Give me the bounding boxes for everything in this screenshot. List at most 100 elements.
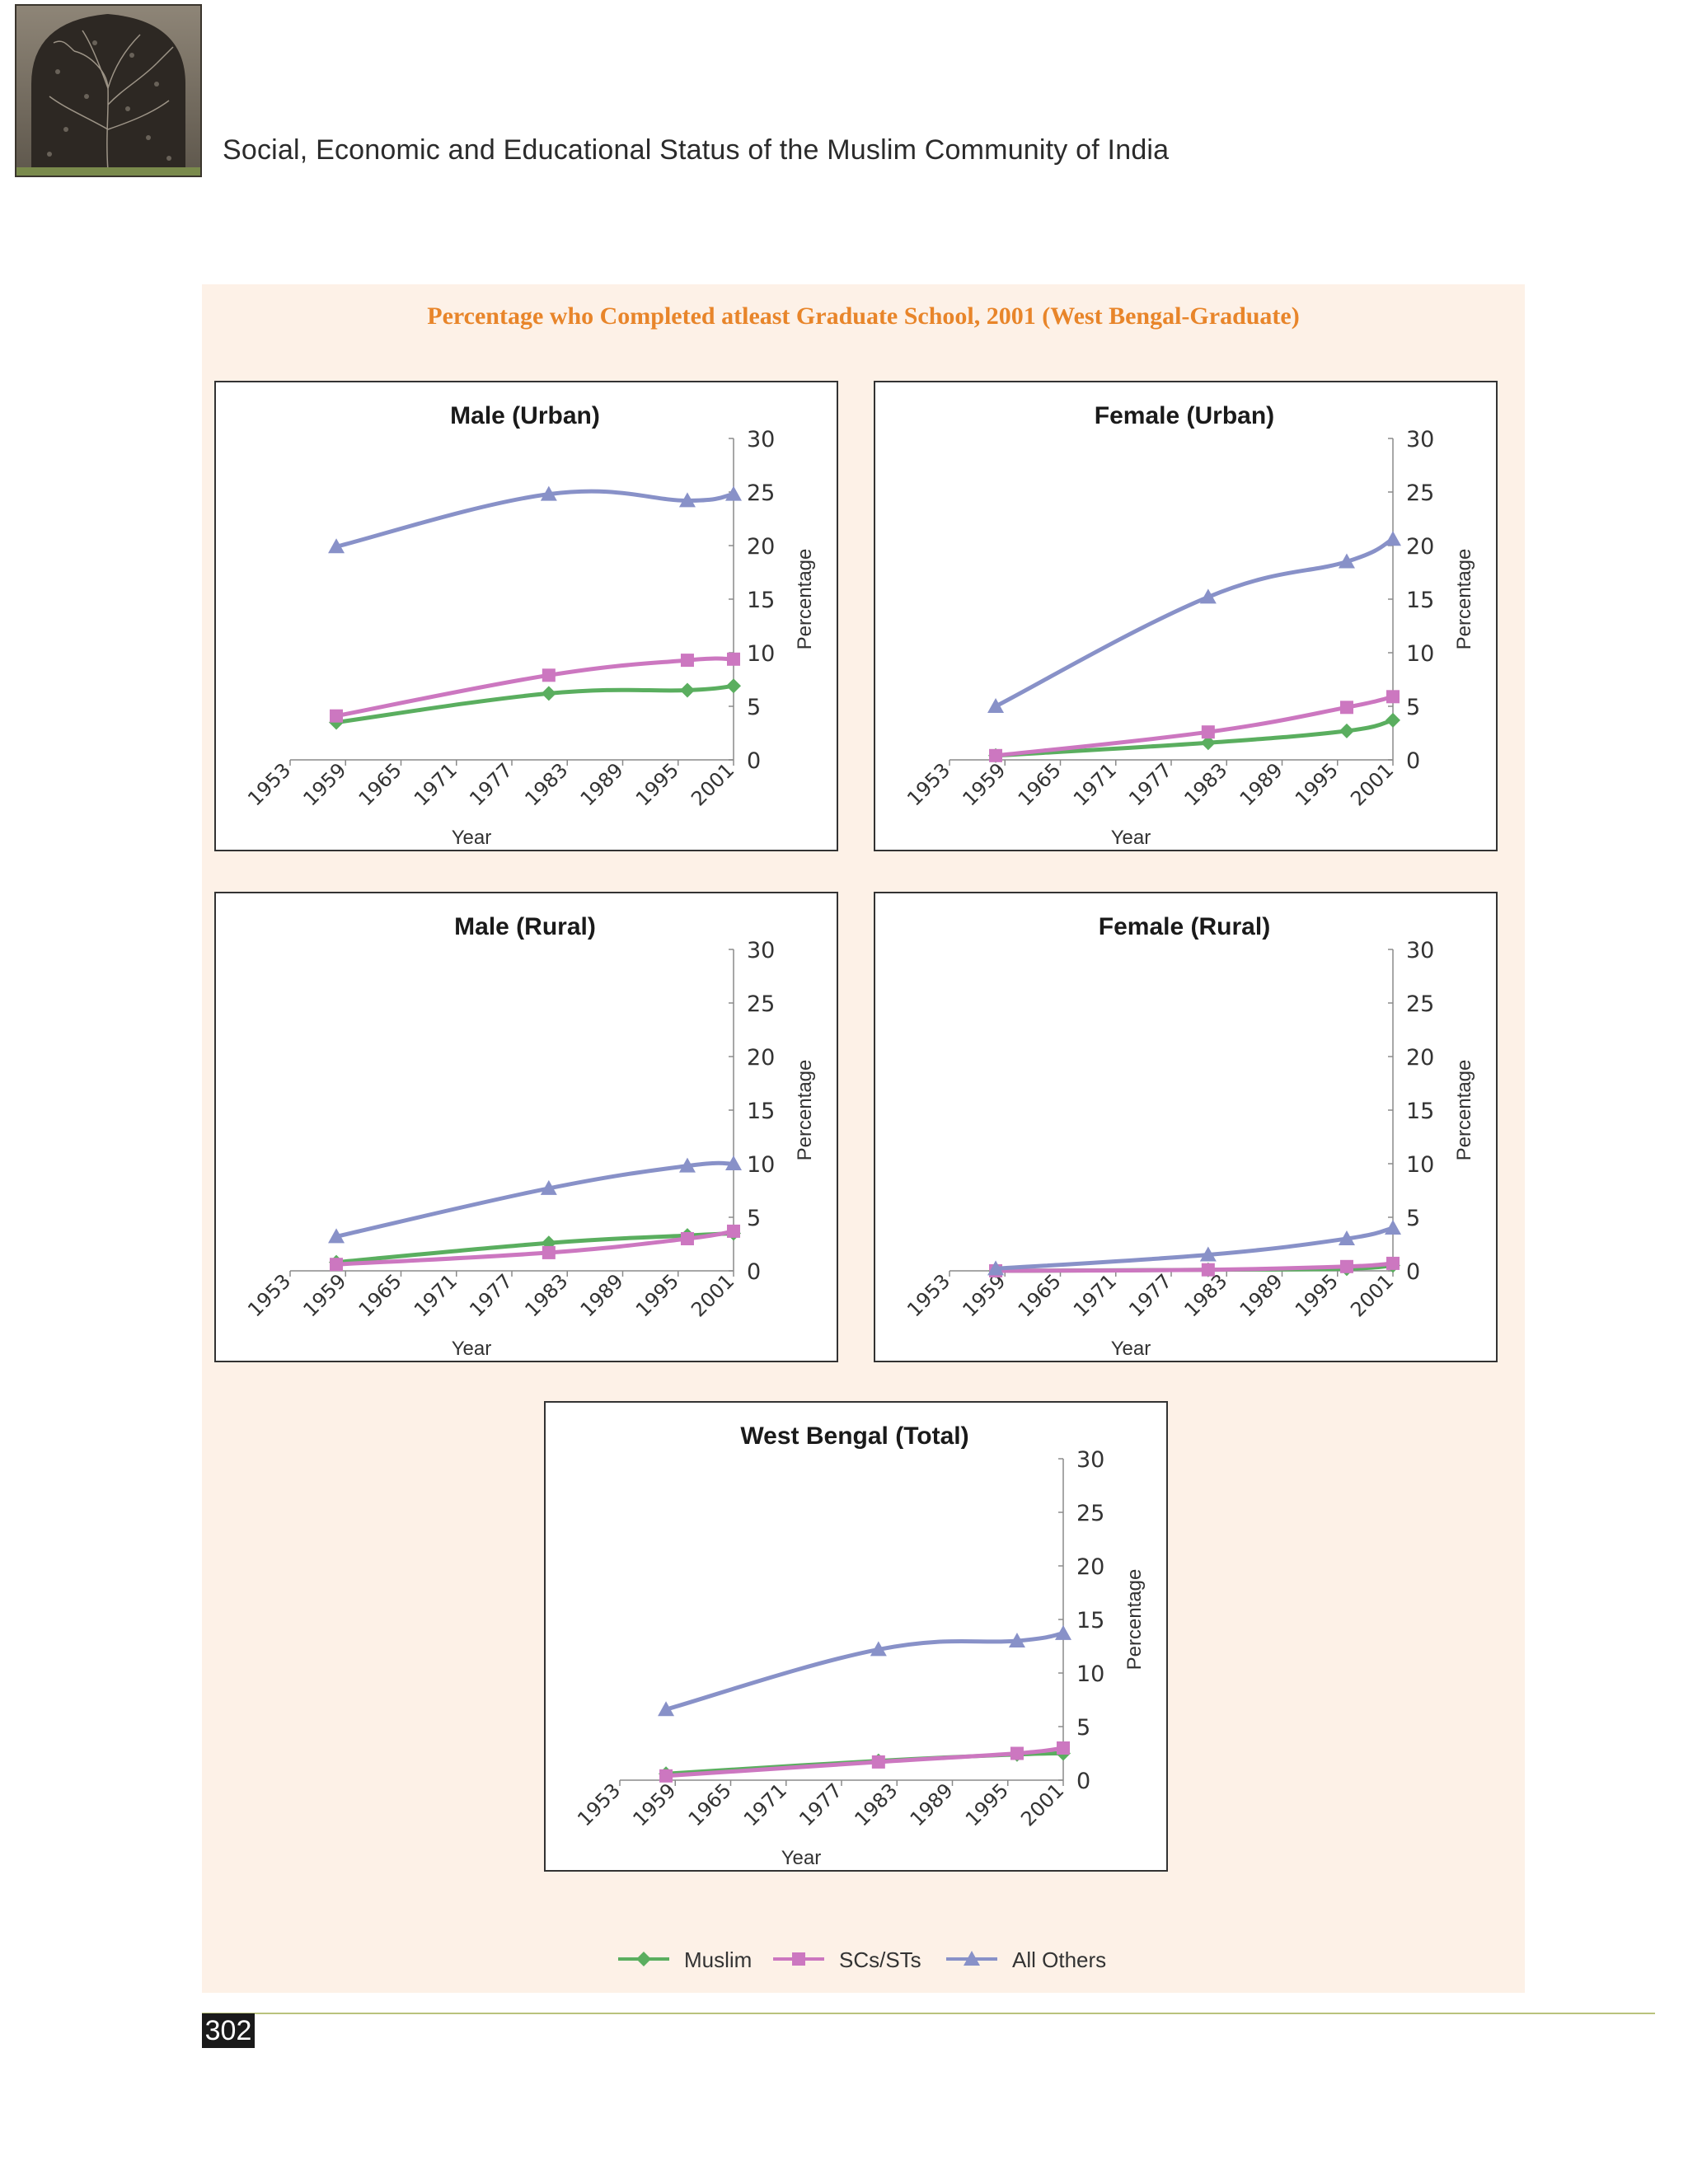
page-number: 302	[202, 2013, 255, 2048]
y-tick-label: 25	[747, 480, 775, 506]
data-point-scs-sts	[680, 654, 694, 668]
x-tick-label: 1977	[795, 1779, 846, 1830]
chart-title: Male (Urban)	[450, 402, 600, 429]
y-tick-label: 0	[1076, 1769, 1090, 1794]
legend-item-scs-sts: SCs/STs	[773, 1947, 921, 1972]
x-tick-label: 1971	[1069, 758, 1121, 810]
y-tick-label: 0	[1406, 1259, 1420, 1285]
data-point-all-others	[1008, 1633, 1025, 1647]
data-point-all-others	[328, 538, 345, 554]
y-tick-label: 10	[1406, 641, 1434, 667]
y-tick-label: 5	[1406, 1206, 1420, 1231]
data-point-all-others	[987, 698, 1005, 713]
data-point-all-others	[678, 492, 696, 508]
data-point-all-others	[1199, 1246, 1217, 1262]
jali-window-photo	[15, 4, 202, 177]
data-point-scs-sts	[330, 1258, 344, 1272]
x-tick-label: 1971	[410, 1269, 462, 1321]
data-point-scs-sts	[330, 709, 344, 723]
data-point-all-others	[1338, 1230, 1355, 1245]
chart-west-bengal-total: West Bengal (Total) 0 5 10 15 20 25 30 1953 1959 1…	[544, 1401, 1168, 1872]
footer-rule	[202, 2013, 1655, 2014]
x-tick-label: 1965	[354, 758, 406, 810]
y-tick-label: 15	[1406, 1099, 1434, 1124]
legend-marker-scs-sts	[792, 1952, 805, 1966]
series-all-others	[987, 1220, 1401, 1276]
data-point-scs-sts	[659, 1769, 673, 1783]
series-muslim	[988, 712, 1400, 763]
chart-title: Female (Rural)	[1099, 913, 1270, 940]
x-tick-label: 1953	[243, 1269, 295, 1321]
data-point-scs-sts	[1339, 701, 1353, 715]
y-tick-label: 0	[1406, 748, 1420, 774]
data-point-all-others	[725, 1155, 742, 1170]
y-tick-label: 0	[747, 748, 761, 774]
y-tick-label: 5	[1076, 1715, 1090, 1741]
data-point-scs-sts	[1386, 1256, 1400, 1270]
x-tick-label: 1965	[1014, 1269, 1066, 1321]
x-tick-label: 1959	[299, 758, 351, 810]
x-tick-label: 1983	[1180, 1269, 1232, 1321]
data-point-scs-sts	[727, 1224, 740, 1238]
data-point-all-others	[678, 1157, 696, 1173]
data-point-all-others	[1385, 1220, 1401, 1235]
x-tick-label: 1995	[1291, 758, 1343, 810]
series-line-muslim	[334, 683, 736, 724]
chart-female-rural: Female (Rural) 0 5 10 15 20 25 30 1953 1959 1965 19…	[874, 892, 1498, 1362]
y-axis-label: Percentage	[1453, 549, 1475, 650]
x-tick-label: 1965	[1014, 758, 1066, 810]
data-point-scs-sts	[1339, 1259, 1353, 1273]
y-tick-label: 20	[1076, 1554, 1104, 1580]
series-scs-sts	[330, 1224, 740, 1272]
series-scs-sts	[989, 690, 1400, 762]
y-tick-label: 30	[1406, 427, 1434, 452]
chart-svg: Male (Urban) 0 5 10 15 20 25 30 1953 1959 1965 1971…	[243, 402, 816, 849]
chart-female-urban: Female (Urban) 0 5 10 15 20 25 30 1953 1959 1965 19…	[874, 381, 1498, 851]
chart-svg: Male (Rural) 0 5 10 15 20 25 30 1953 1959 1965 1971…	[243, 913, 816, 1360]
data-point-scs-sts	[1010, 1746, 1024, 1760]
data-point-scs-sts	[1386, 690, 1400, 704]
y-tick-label: 30	[1076, 1447, 1104, 1473]
x-axis-label: Year	[1111, 827, 1151, 849]
x-tick-label: 1971	[410, 758, 462, 810]
x-tick-label: 1995	[631, 758, 683, 810]
y-tick-label: 20	[1406, 1045, 1434, 1071]
x-axis-label: Year	[781, 1847, 822, 1869]
x-tick-label: 1989	[1236, 758, 1287, 810]
y-tick-label: 30	[747, 938, 775, 963]
x-tick-label: 1983	[851, 1779, 903, 1830]
x-tick-label: 1953	[243, 758, 295, 810]
series-line-all-others	[663, 1631, 1066, 1712]
chart-legend: Muslim SCs/STs All Others	[610, 1941, 1187, 1977]
data-point-scs-sts	[542, 1245, 556, 1259]
x-tick-label: 1989	[1236, 1269, 1287, 1321]
series-line-scs-sts	[663, 1746, 1066, 1779]
x-tick-label: 1977	[1124, 758, 1176, 810]
series-line-all-others	[993, 537, 1395, 709]
x-tick-label: 1995	[961, 1779, 1013, 1830]
y-tick-label: 10	[747, 641, 775, 667]
x-axis-label: Year	[452, 827, 492, 849]
x-tick-label: 1995	[1291, 1269, 1343, 1321]
data-point-muslim	[726, 678, 741, 694]
legend-item-muslim: Muslim	[618, 1947, 752, 1972]
chart-title: Male (Rural)	[454, 913, 596, 940]
x-tick-label: 1989	[906, 1779, 958, 1830]
chart-male-rural: Male (Rural) 0 5 10 15 20 25 30 1953 1959 1965 1971…	[214, 892, 838, 1362]
x-tick-label: 1953	[903, 758, 954, 810]
figure-title: Percentage who Completed atleast Graduat…	[427, 302, 1300, 330]
x-tick-label: 1965	[354, 1269, 406, 1321]
data-point-scs-sts	[727, 652, 740, 666]
y-tick-label: 20	[747, 534, 775, 560]
data-point-scs-sts	[542, 668, 556, 682]
legend-label: Muslim	[684, 1947, 752, 1972]
x-tick-label: 1983	[521, 758, 573, 810]
x-tick-label: 1989	[576, 758, 628, 810]
x-tick-label: 1959	[629, 1779, 681, 1830]
legend-item-all-others: All Others	[946, 1947, 1106, 1972]
data-point-all-others	[540, 485, 557, 501]
x-axis-label: Year	[1111, 1338, 1151, 1360]
